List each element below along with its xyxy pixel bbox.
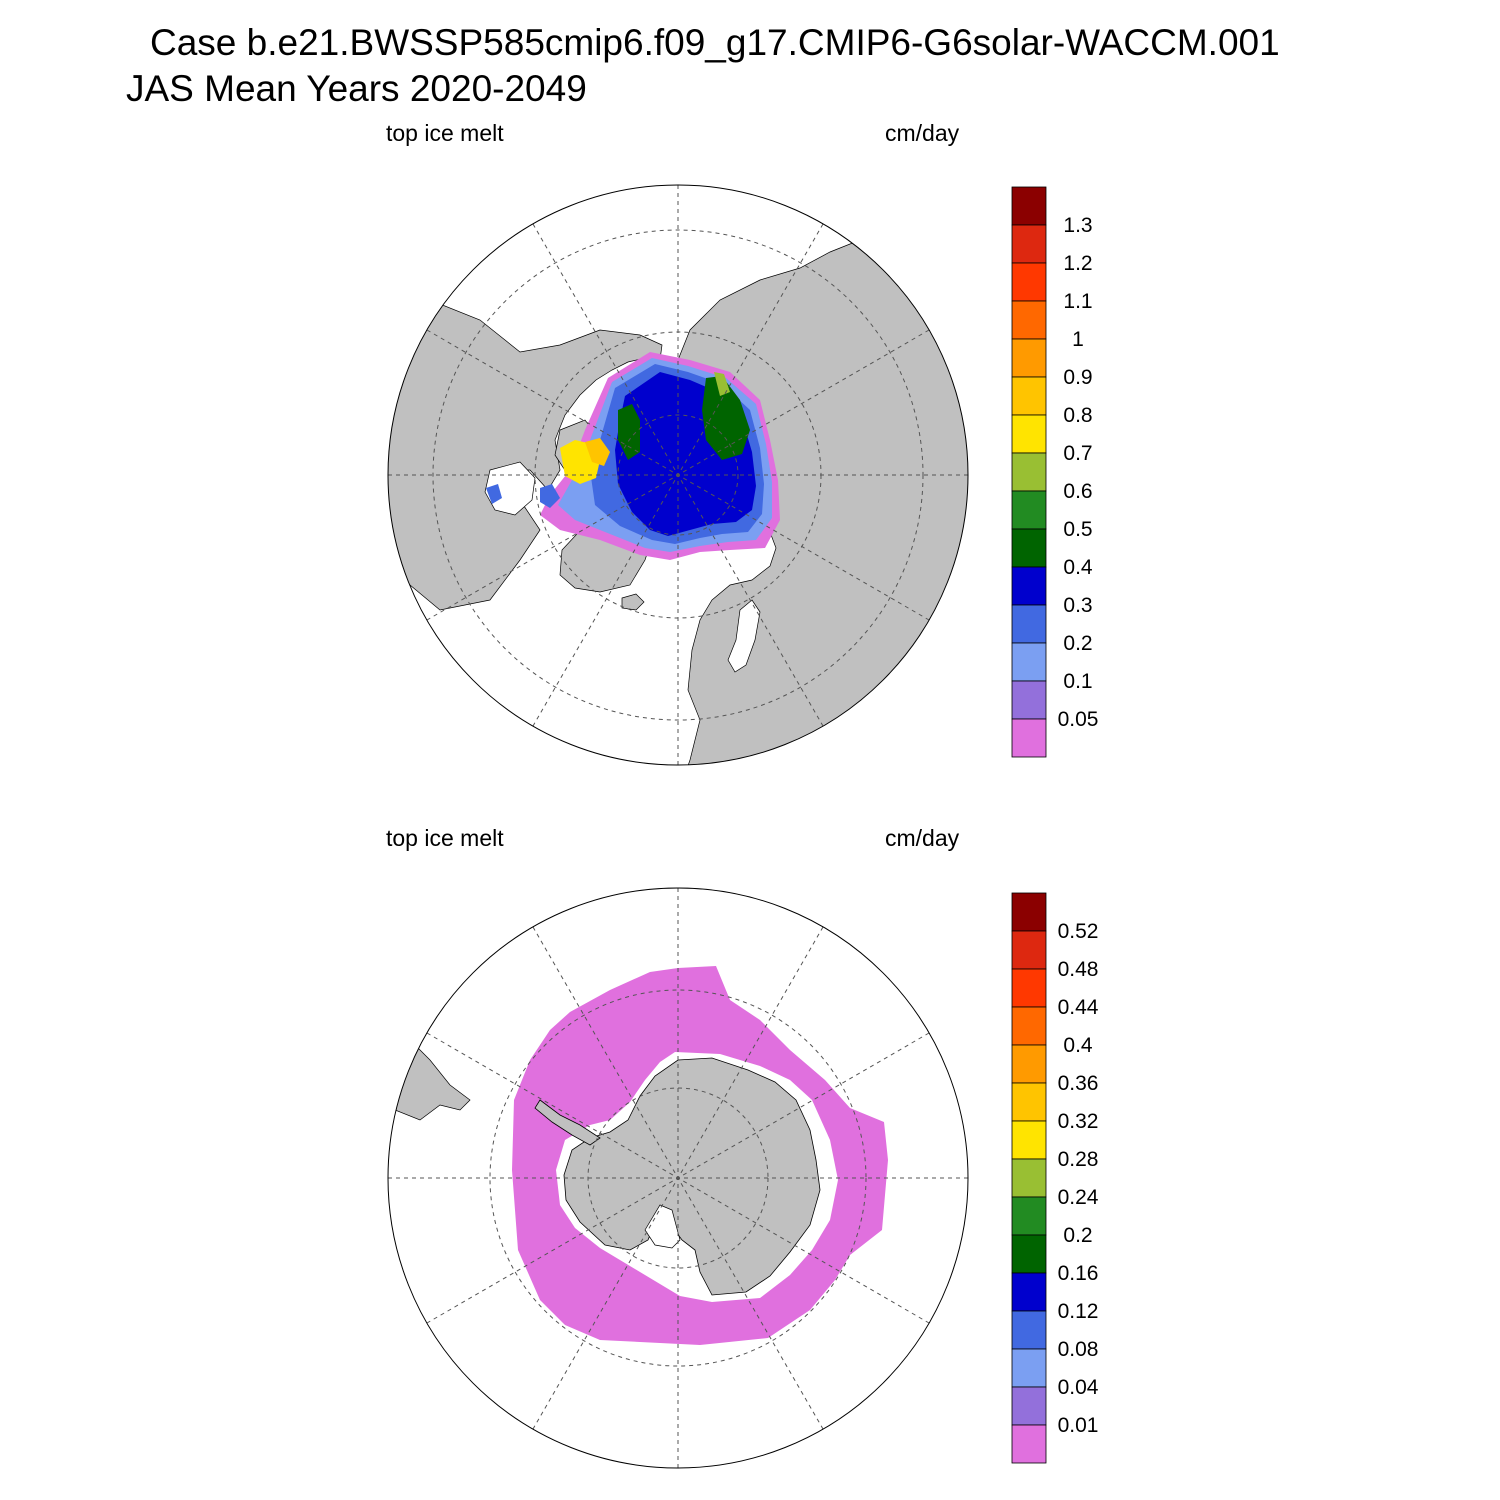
north-colorbar-swatch [1011,718,1047,758]
north-colorbar-swatch [1011,186,1047,226]
north-polar-map [387,184,969,766]
north-baltic-sea [727,599,761,673]
south-colorbar-tick-label: 0.12 [1058,1300,1099,1323]
south-colorbar-tick-label: 0.24 [1058,1186,1099,1209]
south-colorbar-tick-label: 0.01 [1058,1414,1099,1437]
south-colorbar-tick-label: 0.2 [1063,1224,1092,1247]
south-colorbar-swatch [1011,1234,1047,1274]
north-map-boundary [387,184,969,766]
south-colorbar-tick-label: 0.32 [1058,1110,1099,1133]
north-colorbar-swatch [1011,414,1047,454]
south-colorbar-tick-label: 0.52 [1058,920,1099,943]
north-ice-patch-green-west [618,404,640,460]
north-colorbar-tick-label: 0.5 [1063,518,1092,541]
south-colorbar-swatch [1011,1158,1047,1198]
south-polar-map [387,887,969,1469]
north-colorbar: 1.3 1.2 1.1 1 0.9 0.8 0.7 0.6 0.5 0.4 0.3 0.2 0.1 0.0… [1011,186,1099,758]
north-ice-patch-gold [585,438,610,466]
north-colorbar-tick-label: 1.3 [1063,214,1092,237]
south-ross-ice-shelf [644,1204,681,1249]
north-colorbar-swatch [1011,642,1047,682]
north-colorbar-tick-label: 1 [1072,328,1084,351]
south-colorbar-swatch [1011,1310,1047,1350]
south-colorbar-swatch [1011,1424,1047,1464]
north-colorbar-tick-label: 0.7 [1063,442,1092,465]
north-ice-hudson-blue [486,484,502,504]
south-sea-ice-ring [512,966,888,1345]
south-colorbar-swatch [1011,1120,1047,1160]
south-graticule [388,888,968,1468]
south-colorbar-swatch [1011,1196,1047,1236]
north-colorbar-tick-label: 0.1 [1063,670,1092,693]
north-ice-patch-olive [714,372,730,396]
north-colorbar-tick-label: 0.9 [1063,366,1092,389]
north-colorbar-tick-label: 1.1 [1063,290,1092,313]
south-colorbar-tick-label: 0.04 [1058,1376,1099,1399]
south-units-label: cm/day [885,825,960,851]
north-colorbar-tick-label: 0.6 [1063,480,1092,503]
north-colorbar-swatch [1011,300,1047,340]
north-colorbar-tick-label: 1.2 [1063,252,1092,275]
north-graticule [388,185,968,765]
south-colorbar-swatch [1011,1082,1047,1122]
south-landmass-antarctic-peninsula [534,1099,601,1146]
north-colorbar-swatch [1011,604,1047,644]
south-colorbar-swatch [1011,1348,1047,1388]
north-colorbar-tick-label: 0.8 [1063,404,1092,427]
north-colorbar-swatch [1011,376,1047,416]
case-title: Case b.e21.BWSSP585cmip6.f09_g17.CMIP6-G… [150,22,1280,63]
south-colorbar-swatch [1011,1386,1047,1426]
north-ice-baffin-blue [540,484,560,508]
south-colorbar-tick-label: 0.44 [1058,996,1099,1019]
south-colorbar: 0.52 0.48 0.44 0.4 0.36 0.32 0.28 0.24 0.2 0.16 0.… [1011,892,1099,1464]
south-colorbar-swatch [1011,1272,1047,1312]
north-colorbar-swatch [1011,224,1047,264]
north-colorbar-swatch [1011,490,1047,530]
south-colorbar-swatch [1011,968,1047,1008]
north-colorbar-tick-label: 0.05 [1058,708,1099,731]
south-variable-label: top ice melt [386,825,504,851]
south-colorbar-swatch [1011,892,1047,932]
south-colorbar-swatch [1011,1006,1047,1046]
south-colorbar-tick-label: 0.28 [1058,1148,1099,1171]
north-colorbar-swatch [1011,452,1047,492]
north-ice-patch-green-east [702,376,750,460]
north-colorbar-tick-label: 0.3 [1063,594,1092,617]
south-colorbar-tick-label: 0.08 [1058,1338,1099,1361]
north-colorbar-tick-label: 0.2 [1063,632,1092,655]
north-colorbar-swatch [1011,680,1047,720]
south-colorbar-swatch [1011,930,1047,970]
south-colorbar-tick-label: 0.36 [1058,1072,1099,1095]
north-hudson-bay [484,461,536,516]
north-units-label: cm/day [885,120,960,146]
south-colorbar-tick-label: 0.4 [1063,1034,1093,1057]
period-title: JAS Mean Years 2020-2049 [126,68,587,109]
north-colorbar-swatch [1011,262,1047,302]
north-colorbar-swatch [1011,528,1047,568]
south-map-boundary [387,887,969,1469]
north-colorbar-tick-label: 0.4 [1063,556,1093,579]
north-variable-label: top ice melt [386,120,504,146]
south-colorbar-tick-label: 0.16 [1058,1262,1099,1285]
north-colorbar-swatch [1011,566,1047,606]
south-colorbar-swatch [1011,1044,1047,1084]
south-colorbar-tick-label: 0.48 [1058,958,1099,981]
north-colorbar-swatch [1011,338,1047,378]
